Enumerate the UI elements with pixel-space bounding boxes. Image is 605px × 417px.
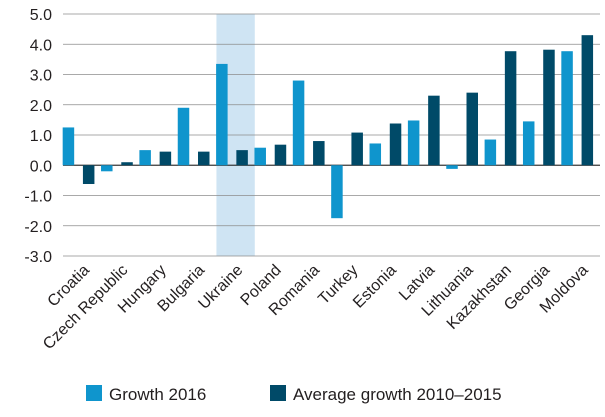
y-tick-label: 5.0 bbox=[30, 7, 52, 24]
bar-average-growth-georgia bbox=[543, 49, 555, 166]
legend-label: Average growth 2010–2015 bbox=[293, 385, 502, 404]
gridlines bbox=[63, 13, 600, 257]
y-tick-label: 4.0 bbox=[30, 37, 52, 54]
bar-growth-2016-czech-republic bbox=[101, 165, 113, 172]
bar-average-growth-ukraine bbox=[236, 150, 248, 166]
bar-average-growth-kazakhstan bbox=[504, 51, 517, 166]
bar-growth-2016-latvia bbox=[407, 120, 420, 166]
bar-average-growth-romania bbox=[313, 141, 325, 166]
legend-swatch bbox=[270, 385, 286, 401]
bar-average-growth-moldova bbox=[581, 35, 594, 166]
bar-growth-2016-hungary bbox=[139, 150, 151, 166]
bar-average-growth-lithuania bbox=[466, 92, 478, 166]
bar-growth-2016-croatia bbox=[62, 127, 75, 166]
bar-average-growth-bulgaria bbox=[198, 151, 210, 166]
y-tick-label: 2.0 bbox=[30, 98, 52, 115]
legend-label: Growth 2016 bbox=[109, 385, 206, 404]
bar-growth-2016-georgia bbox=[522, 121, 535, 166]
bar-average-growth-hungary bbox=[159, 151, 172, 166]
y-tick-label: -1.0 bbox=[24, 189, 52, 206]
y-tick-label: 1.0 bbox=[30, 128, 52, 145]
bar-growth-2016-lithuania bbox=[446, 165, 458, 169]
bar-growth-2016-ukraine bbox=[216, 63, 228, 166]
bar-growth-2016-estonia bbox=[369, 143, 382, 166]
y-tick-label: 3.0 bbox=[30, 68, 52, 85]
bar-average-growth-croatia bbox=[82, 165, 95, 185]
bar-average-growth-estonia bbox=[389, 123, 402, 166]
bar-growth-2016-moldova bbox=[561, 51, 573, 166]
bars bbox=[62, 35, 594, 219]
bar-growth-2016-kazakhstan bbox=[484, 139, 497, 166]
bar-growth-2016-romania bbox=[292, 80, 305, 166]
bar-growth-2016-bulgaria bbox=[177, 107, 190, 166]
y-axis: 5.0 4.0 3.0 2.0 1.0 0.0 -1.0 -2.0 -3.0 bbox=[24, 7, 52, 266]
y-tick-label: 0.0 bbox=[30, 158, 52, 175]
y-tick-label: -3.0 bbox=[24, 249, 52, 266]
bar-growth-2016-turkey bbox=[331, 165, 343, 219]
bar-average-growth-poland bbox=[274, 144, 287, 166]
category-label: Estonia bbox=[350, 262, 400, 312]
legend-swatch bbox=[86, 385, 102, 401]
y-tick-label: -2.0 bbox=[24, 219, 52, 236]
bar-average-growth-latvia bbox=[428, 95, 440, 166]
bar-growth-2016-poland bbox=[254, 147, 266, 166]
bar-average-growth-turkey bbox=[351, 132, 363, 166]
legend: Growth 2016 Average growth 2010–2015 bbox=[86, 385, 502, 404]
bar-average-growth-czech-republic bbox=[121, 162, 133, 166]
